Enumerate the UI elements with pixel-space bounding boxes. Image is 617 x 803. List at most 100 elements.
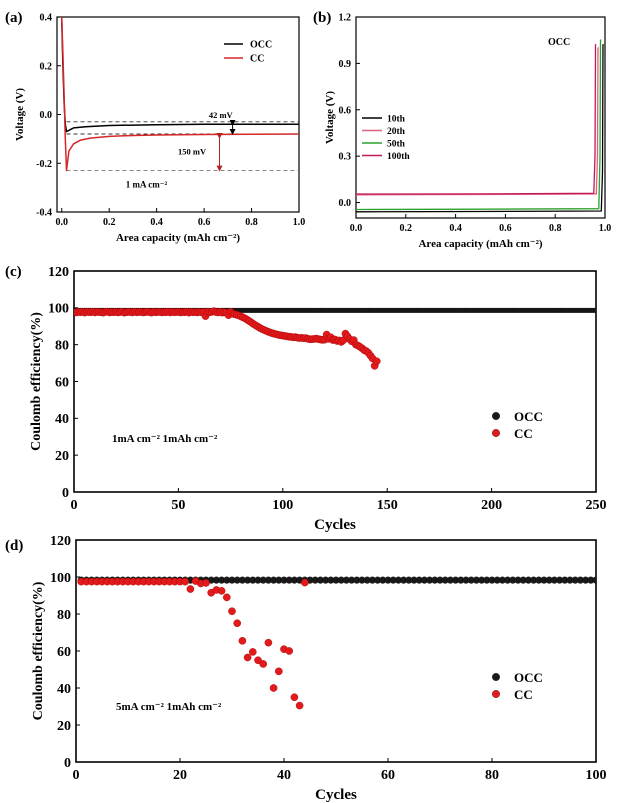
plot-area-c: [74, 307, 596, 370]
y-tick-label: 100: [50, 571, 71, 586]
plot-frame: [75, 539, 597, 763]
y-tick-label: 0.6: [339, 105, 352, 116]
y-tick-label: 20: [55, 449, 69, 464]
data-point-cc: [264, 638, 273, 647]
plot-frame: [355, 16, 606, 219]
y-tick-label: 0.3: [339, 152, 352, 163]
legend-label-50th: 50th: [387, 140, 406, 150]
x-tick-label: 80: [485, 768, 499, 783]
condition-text: 5mA cm⁻² 1mAh cm⁻²: [116, 701, 222, 713]
data-point-cc: [295, 701, 304, 710]
y-tick-label: 60: [55, 375, 69, 390]
legend-marker-cc: [492, 690, 500, 698]
data-point-cc: [254, 656, 262, 665]
series-line-10th: [356, 44, 604, 213]
x-tick-label: 0.4: [150, 217, 163, 228]
data-point-cc: [372, 357, 381, 366]
x-tick-label: 200: [481, 498, 502, 513]
data-point-occ: [592, 576, 596, 584]
x-tick-label: 0.8: [549, 223, 562, 234]
legend-label-cc: CC: [514, 687, 533, 702]
y-tick-label: 40: [57, 682, 71, 697]
x-axis-title: Area capacity (mAh cm⁻²): [418, 238, 542, 250]
data-point-cc: [248, 648, 257, 656]
chart-panel-c: 0 50 100 150 200 250 0 20 40 60 80 100 120 Cycles Coul…: [29, 265, 607, 533]
condition-text: 1mA cm⁻² 1mAh cm⁻²: [112, 433, 218, 445]
y-tick-label: 0.0: [339, 198, 352, 209]
x-axis-title: Cycles: [315, 787, 357, 803]
legend-label-cc: CC: [250, 54, 264, 65]
y-tick-label: 0.4: [40, 13, 53, 24]
panel-label-d: (d): [5, 538, 23, 554]
x-tick-label: 0.4: [449, 223, 462, 234]
y-axis-title: Coulomb efficiency(%): [29, 312, 44, 451]
data-point-cc: [290, 693, 299, 702]
annotation-150mv: 150 mV: [178, 147, 207, 157]
x-tick-label: 0.0: [350, 223, 363, 234]
legend-label-20th: 20th: [387, 127, 406, 137]
x-tick-label: 100: [272, 498, 293, 513]
x-tick-label: 0.0: [55, 217, 68, 228]
data-point-cc: [228, 607, 236, 616]
x-tick-label: 0: [73, 768, 80, 783]
x-tick-label: 150: [377, 498, 398, 513]
y-tick-label: 0.2: [40, 61, 53, 72]
chart-panel-d: 0 20 40 60 80 100 0 20 40 60 80 100 120 Cycles Coulomb…: [31, 534, 607, 803]
legend-label-cc: CC: [514, 426, 533, 441]
data-point-cc: [233, 619, 241, 628]
panel-label-b: (b): [313, 10, 331, 26]
y-tick-label: 1.2: [339, 13, 352, 24]
y-tick-label: 60: [57, 645, 71, 660]
x-tick-label: 100: [586, 768, 607, 783]
x-axis-title: Cycles: [314, 517, 356, 533]
x-tick-label: 20: [173, 768, 187, 783]
x-tick-label: 60: [381, 768, 395, 783]
plot-area-a: [60, 17, 299, 172]
data-point-occ: [593, 307, 596, 313]
y-tick-label: 100: [48, 302, 69, 317]
y-tick-label: 80: [57, 608, 71, 623]
panel-label-c: (c): [5, 264, 22, 280]
data-point-cc: [269, 684, 278, 692]
x-tick-label: 0.2: [103, 217, 116, 228]
legend-marker-occ: [492, 673, 500, 681]
data-point-cc: [217, 587, 226, 595]
chart-panel-b: 0.0 0.2 0.4 0.6 0.8 1.0 0.0 0.3 0.6 0.9 1.2 Area ca…: [324, 13, 611, 251]
y-tick-label: 80: [55, 339, 69, 354]
annotation-current-density: 1 mA cm⁻²: [126, 180, 168, 190]
y-tick-label: 0: [62, 486, 69, 501]
plot-area-d: [77, 576, 596, 710]
panel-label-a: (a): [5, 10, 23, 26]
data-point-cc: [243, 653, 252, 662]
x-tick-label: 0: [71, 498, 78, 513]
legend-label-occ: OCC: [514, 409, 543, 424]
legend-label-10th: 10th: [387, 115, 406, 125]
legend-marker-occ: [492, 412, 500, 420]
data-point-cc: [238, 637, 247, 645]
x-tick-label: 40: [277, 768, 291, 783]
y-tick-label: -0.4: [36, 208, 52, 219]
x-tick-label: 0.6: [198, 217, 211, 228]
series-line-100th: [356, 44, 597, 195]
y-tick-label: 120: [50, 534, 71, 549]
x-tick-label: 1.0: [599, 223, 612, 234]
legend-label-100th: 100th: [387, 152, 410, 162]
x-tick-label: 0.2: [400, 223, 413, 234]
y-axis-title: Coulomb efficiency(%): [31, 581, 46, 720]
y-tick-label: 120: [48, 265, 69, 280]
x-tick-label: 250: [586, 498, 607, 513]
legend-marker-cc: [492, 429, 500, 437]
x-tick-label: 0.6: [499, 223, 512, 234]
x-axis-title: Area capacity (mAh cm⁻²): [116, 232, 240, 244]
occ-annotation: OCC: [548, 37, 570, 48]
data-point-cc: [274, 667, 283, 676]
plot-frame: [73, 270, 597, 493]
y-tick-label: 0: [64, 756, 71, 771]
data-point-cc: [181, 577, 189, 586]
y-tick-label: 0.9: [339, 59, 352, 70]
data-point-cc: [259, 660, 268, 668]
series-line-cc: [60, 17, 299, 172]
data-point-cc: [285, 647, 294, 655]
annotation-42mv: 42 mV: [209, 110, 234, 120]
